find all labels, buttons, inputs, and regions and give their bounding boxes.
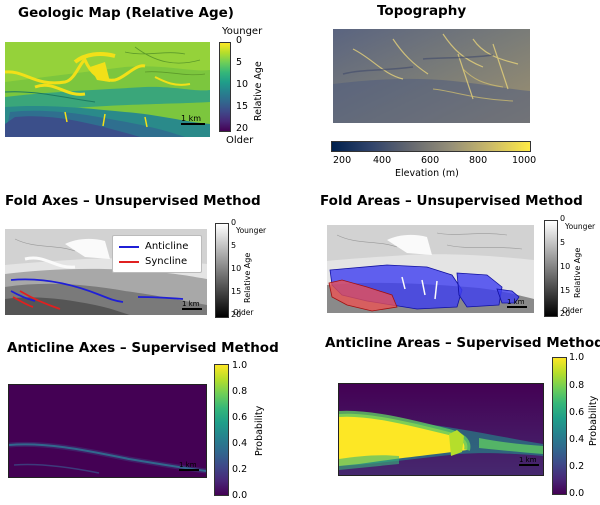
colorbar-tick: 0.6 [232,412,248,423]
colorbar-tick: 0.4 [232,438,248,449]
colorbar-tick: 15 [236,101,249,112]
anticline-swatch [119,245,139,248]
legend-label: Anticline [145,241,189,252]
colorbar-axis-label: Relative Age [253,61,264,121]
colorbar-tick: 20 [560,309,571,318]
geologic-colorbar [219,42,231,132]
fold-axes-colorbar [215,223,229,318]
colorbar-tick: 10 [560,262,571,271]
colorbar-tick: 0.4 [569,434,585,445]
colorbar-tick: 20 [231,310,242,319]
colorbar-axis-label: Relative Age [243,252,252,303]
colorbar-older-label: Older [233,308,254,317]
fold-areas-image: 1 km [327,225,534,313]
colorbar-axis-label: Probability [588,395,599,446]
topography-colorbar [331,141,531,152]
geologic-map-image: 1 km [5,42,210,137]
colorbar-tick: 0 [231,218,237,227]
syncline-swatch [119,260,139,263]
fold-axes-scale-bar: 1 km [182,300,202,310]
colorbar-younger-label: Younger [565,222,596,231]
geologic-map-title: Geologic Map (Relative Age) [18,5,234,21]
legend-item-anticline: Anticline [119,239,195,254]
scale-label: 1 km [181,114,202,123]
colorbar-tick: 0.2 [569,461,585,472]
legend-item-syncline: Syncline [119,254,195,269]
colorbar-tick: 5 [236,57,243,68]
colorbar-tick: 1.0 [232,360,248,371]
fold-axes-image: Anticline Syncline 1 km [5,229,207,315]
colorbar-tick: 15 [231,287,242,296]
colorbar-tick: 200 [333,155,352,166]
anticline-areas-scale-bar: 1 km [519,456,539,466]
colorbar-tick: 800 [469,155,488,166]
colorbar-tick: 0.2 [232,464,248,475]
geologic-scale-bar: 1 km [181,114,205,125]
colorbar-tick: 0 [236,35,243,46]
scale-label: 1 km [519,456,537,464]
fold-areas-title: Fold Areas – Unsupervised Method [320,193,583,209]
colorbar-older-label: Older [562,306,583,315]
colorbar-younger-label: Younger [222,26,263,37]
colorbar-tick: 10 [231,264,242,273]
scale-label: 1 km [507,298,525,306]
colorbar-axis-label: Relative Age [573,247,582,298]
colorbar-tick: 1.0 [569,352,585,363]
colorbar-tick: 0.0 [569,488,585,499]
colorbar-tick: 5 [231,241,237,250]
colorbar-tick: 5 [560,238,566,247]
colorbar-older-label: Older [226,135,254,146]
colorbar-tick: 10 [236,79,249,90]
colorbar-tick: 0.0 [232,490,248,501]
colorbar-tick: 0.6 [569,407,585,418]
topography-image [333,29,530,123]
anticline-axes-scale-bar: 1 km [179,461,199,471]
colorbar-tick: 0.8 [232,386,248,397]
anticline-areas-image: 1 km [338,383,544,476]
fold-areas-colorbar [544,220,558,317]
legend-label: Syncline [145,256,188,267]
anticline-axes-colorbar [214,364,229,496]
topography-title: Topography [377,3,467,19]
anticline-axes-title: Anticline Axes – Supervised Method [7,340,279,356]
fold-axes-legend: Anticline Syncline [112,235,202,273]
colorbar-tick: 400 [373,155,392,166]
scale-label: 1 km [179,461,197,469]
colorbar-axis-label: Elevation (m) [395,168,459,179]
colorbar-tick: 0.8 [569,380,585,391]
colorbar-axis-label: Probability [254,405,265,456]
colorbar-tick: 15 [560,286,571,295]
colorbar-tick: 0 [560,214,566,223]
anticline-areas-title: Anticline Areas – Supervised Method [325,335,600,351]
colorbar-tick: 20 [236,123,249,134]
anticline-areas-colorbar [552,357,567,495]
colorbar-younger-label: Younger [236,226,267,235]
anticline-axes-image: 1 km [8,384,207,478]
colorbar-tick: 1000 [512,155,537,166]
fold-axes-title: Fold Axes – Unsupervised Method [5,193,261,209]
scale-label: 1 km [182,300,200,308]
colorbar-tick: 600 [421,155,440,166]
fold-areas-scale-bar: 1 km [507,298,527,308]
